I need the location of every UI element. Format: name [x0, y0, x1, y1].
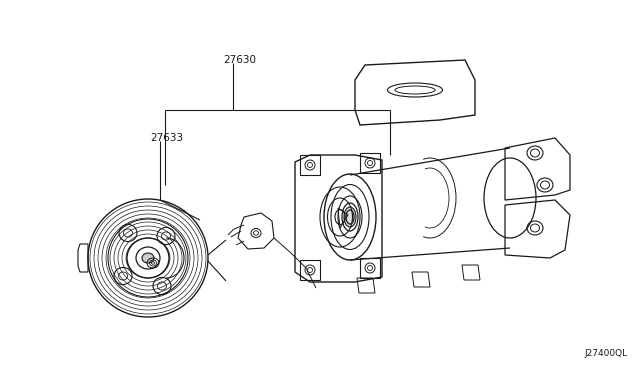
Text: J27400QL: J27400QL	[585, 349, 628, 358]
Text: 27633: 27633	[150, 133, 183, 143]
Ellipse shape	[344, 207, 356, 227]
Text: 27630: 27630	[223, 55, 256, 65]
Ellipse shape	[142, 253, 154, 263]
